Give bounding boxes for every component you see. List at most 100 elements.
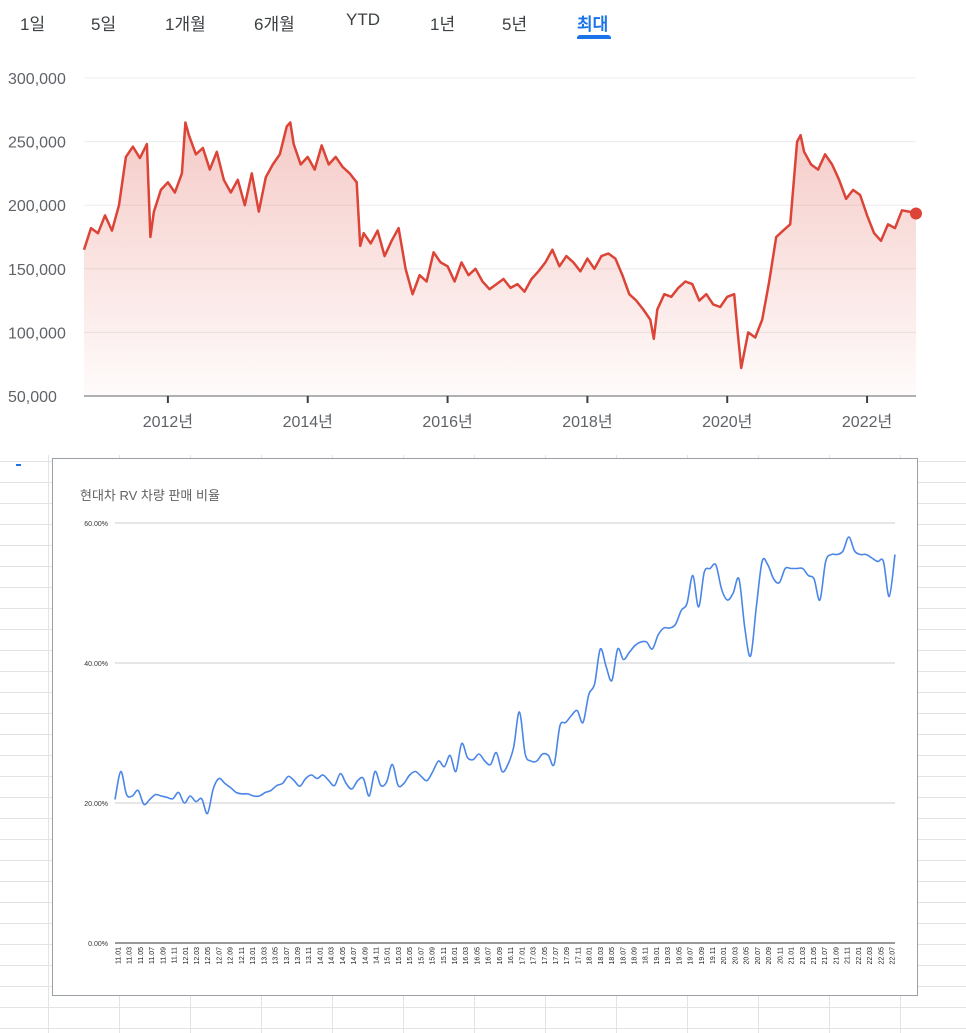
x-tick-label: 17.09 (564, 947, 571, 965)
x-tick-label: 21.09 (833, 947, 840, 965)
tab-ytd[interactable]: YTD (346, 10, 380, 29)
x-tick-label: 17.01 (519, 947, 526, 965)
tab-max[interactable]: 최대 (577, 15, 609, 34)
y-tick-label: 250,000 (8, 135, 66, 152)
x-tick-label: 16.01 (452, 947, 459, 965)
x-tick-label: 16.03 (463, 947, 470, 965)
y-tick-label: 40.00% (84, 661, 108, 668)
x-tick-label: 2018년 (562, 413, 612, 431)
x-tick-label: 19.09 (699, 947, 706, 965)
x-tick-label: 12.03 (194, 947, 201, 965)
x-tick-label: 13.09 (295, 947, 302, 965)
x-tick-label: 18.03 (598, 947, 605, 965)
y-tick-label: 300,000 (8, 71, 66, 88)
x-tick-label: 11.09 (160, 947, 167, 964)
tab-1-month[interactable]: 1개월 (165, 15, 206, 34)
x-tick-label: 22.03 (867, 947, 874, 965)
x-tick-label: 18.01 (587, 947, 594, 965)
price-line (82, 121, 917, 370)
x-tick-label: 2016년 (422, 413, 472, 431)
x-tick-label: 15.01 (385, 947, 392, 965)
chart-title: 현대차 RV 차량 판매 비율 (80, 488, 220, 503)
x-tick-label: 16.05 (475, 947, 482, 965)
current-price-dot (910, 207, 922, 220)
x-tick-label: 21.03 (800, 947, 807, 965)
x-tick-label: 2012년 (143, 413, 193, 431)
x-tick-label: 13.05 (273, 947, 280, 965)
x-tick-label: 11.05 (138, 947, 145, 964)
y-tick-label: 0.00% (88, 941, 108, 948)
x-tick-label: 14.07 (351, 947, 358, 965)
tab-1-day[interactable]: 1일 (20, 15, 46, 34)
tab-5-years[interactable]: 5년 (502, 15, 528, 34)
rv-sales-ratio-chart: 0.00% 20.00% 40.00% 60.00% 11.01 11.03 11.05 11… (84, 521, 897, 965)
x-tick-label: 14.11 (374, 947, 381, 964)
tab-6-months[interactable]: 6개월 (254, 15, 295, 34)
x-tick-label: 11.11 (172, 947, 179, 964)
x-tick-label: 13.07 (284, 947, 291, 965)
y-tick-label: 150,000 (8, 262, 66, 279)
x-tick-label: 12.05 (205, 947, 212, 965)
x-tick-label: 16.09 (497, 947, 504, 965)
x-tick-label: 19.11 (710, 947, 717, 964)
x-tick-label: 15.11 (441, 947, 448, 964)
stock-price-chart[interactable]: 50,000 100,000 150,000 200,000 250,000 300,00… (0, 60, 966, 450)
x-tick-label: 12.11 (239, 947, 246, 964)
cell-selection-marker (16, 464, 21, 466)
y-tick-label: 50,000 (8, 389, 57, 406)
y-tick-label: 100,000 (8, 325, 66, 342)
price-area-fill (84, 122, 916, 396)
y-tick-label: 60.00% (84, 521, 108, 528)
x-tick-label: 15.03 (396, 947, 403, 965)
x-tick-label: 15.07 (418, 947, 425, 965)
x-tick-label: 15.05 (407, 947, 414, 965)
x-tick-label: 17.05 (542, 947, 549, 965)
x-tick-label: 11.07 (149, 947, 156, 964)
x-tick-label: 14.01 (317, 947, 324, 965)
rv-sales-ratio-chart-card[interactable]: 0.00% 20.00% 40.00% 60.00% 11.01 11.03 11.05 11… (52, 458, 918, 996)
x-tick-label: 21.11 (845, 947, 852, 964)
x-tick-label: 14.03 (329, 947, 336, 965)
x-tick-label: 21.07 (822, 947, 829, 965)
rv-ratio-line (114, 536, 896, 815)
x-tick-label: 12.09 (228, 947, 235, 965)
x-tick-label: 13.03 (261, 947, 268, 965)
x-tick-label: 12.01 (183, 947, 190, 965)
x-tick-label: 18.07 (620, 947, 627, 965)
x-tick-label: 22.07 (890, 947, 897, 965)
x-tick-label: 18.05 (609, 947, 616, 965)
x-tick-label: 20.11 (777, 947, 784, 964)
x-tick-label: 20.05 (744, 947, 751, 965)
tab-1-year[interactable]: 1년 (430, 15, 456, 34)
x-tick-label: 2014년 (283, 413, 333, 431)
x-tick-label: 11.03 (127, 947, 134, 964)
x-tick-label: 16.11 (508, 947, 515, 964)
x-tick-label: 17.11 (575, 947, 582, 964)
x-tick-label: 22.05 (878, 947, 885, 965)
x-tick-label: 18.09 (632, 947, 639, 965)
x-tick-label: 14.05 (340, 947, 347, 965)
y-tick-label: 20.00% (84, 801, 108, 808)
x-tick-label: 16.07 (486, 947, 493, 965)
x-tick-label: 18.11 (643, 947, 650, 964)
x-tick-label: 2022년 (842, 413, 892, 431)
x-tick-label: 19.01 (654, 947, 661, 965)
x-tick-label: 14.09 (362, 947, 369, 965)
x-tick-label: 20.01 (721, 947, 728, 965)
y-tick-label: 200,000 (8, 198, 66, 215)
x-tick-label: 20.03 (733, 947, 740, 965)
x-tick-label: 20.07 (755, 947, 762, 965)
tab-5-days[interactable]: 5일 (91, 15, 117, 34)
range-tabs: 1일 5일 1개월 6개월 YTD 1년 5년 최대 (0, 0, 966, 44)
x-tick-label: 17.07 (553, 947, 560, 965)
x-tick-label: 21.05 (811, 947, 818, 965)
x-tick-label: 19.03 (665, 947, 672, 965)
x-tick-label: 15.09 (430, 947, 437, 965)
x-tick-label: 13.01 (250, 947, 257, 965)
x-tick-label: 13.11 (306, 947, 313, 964)
x-tick-label: 21.01 (789, 947, 796, 965)
x-tick-label: 2020년 (702, 413, 752, 431)
x-tick-label: 22.01 (856, 947, 863, 965)
x-tick-label: 20.09 (766, 947, 773, 965)
active-tab-indicator (577, 35, 611, 39)
